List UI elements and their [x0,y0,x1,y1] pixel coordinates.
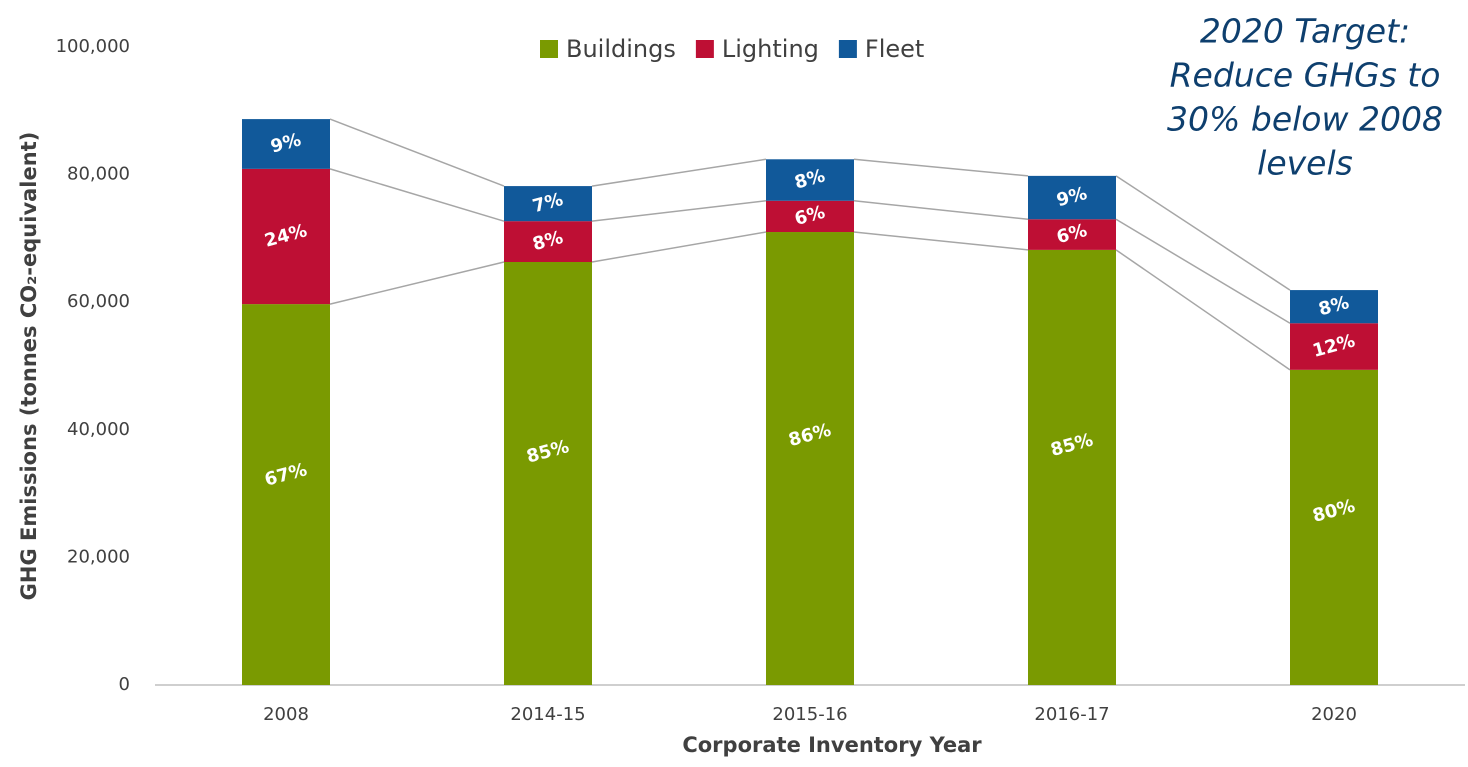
x-tick-label: 2014-15 [510,704,585,725]
connector-line [853,200,1029,221]
connector-line [1115,218,1291,324]
bar-segment [242,304,330,685]
bar-segment [1028,249,1116,685]
x-tick-label: 2020 [1311,704,1357,725]
connector-line [591,200,767,222]
y-tick-label: 60,000 [67,291,130,312]
bar-segment [1290,290,1378,324]
x-tick-label: 2008 [263,704,309,725]
bar-segment [1290,369,1378,685]
bar-segment [242,168,330,305]
y-tick-label: 0 [119,674,130,695]
connector-line [329,118,505,187]
legend-swatch [695,40,714,58]
legend-swatch [838,40,857,58]
bar-segment [1028,219,1116,250]
bar-segment [504,221,592,263]
connector-line [591,158,767,187]
legend-label: Fleet [865,35,924,63]
bar-segment [1290,323,1378,370]
y-tick-label: 20,000 [67,546,130,567]
annotation: Reduce GHGs to [1170,56,1441,95]
connector-line [853,231,1029,251]
connector-line [591,231,767,263]
annotation: levels [1257,144,1353,183]
legend-label: Lighting [722,35,819,63]
annotation: 30% below 2008 [1167,100,1443,139]
connector-line [853,158,1029,177]
bar-segment [242,119,330,169]
bar-segment [504,262,592,685]
y-tick-label: 100,000 [56,36,130,57]
legend-label: Buildings [566,35,676,63]
x-tick-label: 2016-17 [1034,704,1109,725]
bar-segment [766,159,854,201]
bar-segment [1028,175,1116,220]
annotation: 2020 Target: [1200,12,1410,51]
bar-segment [766,200,854,233]
connector-line [1115,175,1291,291]
y-axis-label: GHG Emissions (tonnes CO₂-equivalent) [17,132,41,601]
connector-line [329,168,505,222]
connector-line [329,261,505,305]
x-tick-label: 2015-16 [772,704,847,725]
connector-line [1115,249,1291,371]
x-axis-label: Corporate Inventory Year [682,733,982,757]
bar-segment [504,186,592,222]
y-tick-label: 80,000 [67,164,130,185]
legend-swatch [540,40,558,58]
bar-segment [766,232,854,685]
y-tick-label: 40,000 [67,419,130,440]
